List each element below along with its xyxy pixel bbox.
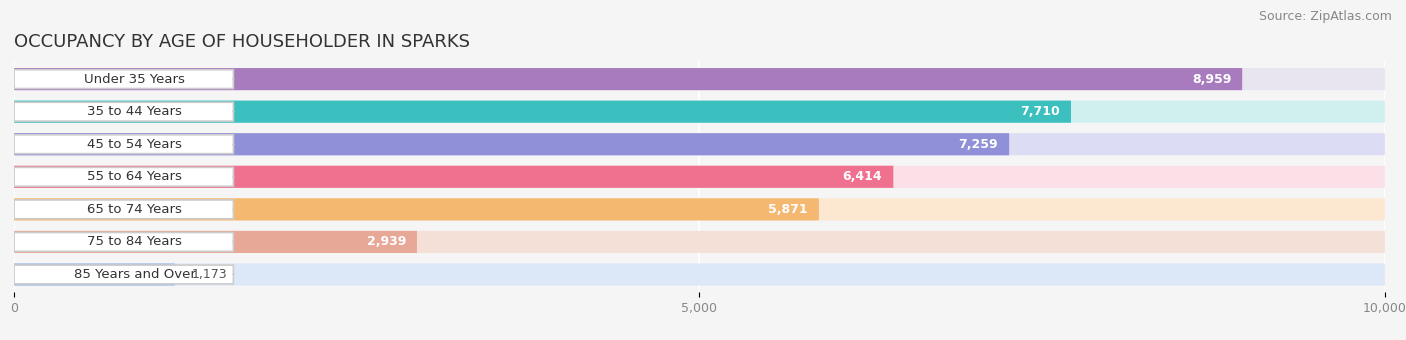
FancyBboxPatch shape (14, 264, 174, 286)
Text: 75 to 84 Years: 75 to 84 Years (87, 235, 183, 249)
Text: Under 35 Years: Under 35 Years (84, 73, 186, 86)
FancyBboxPatch shape (14, 101, 1385, 123)
Text: 5,871: 5,871 (768, 203, 808, 216)
Text: 8,959: 8,959 (1192, 73, 1232, 86)
Text: Source: ZipAtlas.com: Source: ZipAtlas.com (1258, 10, 1392, 23)
Text: 55 to 64 Years: 55 to 64 Years (87, 170, 183, 183)
FancyBboxPatch shape (14, 265, 233, 284)
Text: OCCUPANCY BY AGE OF HOUSEHOLDER IN SPARKS: OCCUPANCY BY AGE OF HOUSEHOLDER IN SPARK… (14, 33, 470, 51)
FancyBboxPatch shape (14, 133, 1385, 155)
Text: 6,414: 6,414 (842, 170, 883, 183)
Text: 1,173: 1,173 (191, 268, 226, 281)
FancyBboxPatch shape (14, 101, 1071, 123)
FancyBboxPatch shape (14, 200, 233, 219)
FancyBboxPatch shape (14, 167, 233, 186)
Text: 7,710: 7,710 (1021, 105, 1060, 118)
FancyBboxPatch shape (14, 264, 1385, 286)
FancyBboxPatch shape (14, 133, 1010, 155)
FancyBboxPatch shape (14, 135, 233, 154)
Text: 65 to 74 Years: 65 to 74 Years (87, 203, 183, 216)
FancyBboxPatch shape (14, 198, 1385, 220)
Text: 7,259: 7,259 (959, 138, 998, 151)
FancyBboxPatch shape (14, 68, 1243, 90)
Text: 2,939: 2,939 (367, 235, 406, 249)
FancyBboxPatch shape (14, 166, 1385, 188)
Text: 45 to 54 Years: 45 to 54 Years (87, 138, 183, 151)
FancyBboxPatch shape (14, 70, 233, 88)
FancyBboxPatch shape (14, 233, 233, 251)
FancyBboxPatch shape (14, 102, 233, 121)
FancyBboxPatch shape (14, 68, 1385, 90)
FancyBboxPatch shape (14, 198, 818, 220)
FancyBboxPatch shape (14, 231, 418, 253)
FancyBboxPatch shape (14, 166, 893, 188)
Text: 35 to 44 Years: 35 to 44 Years (87, 105, 183, 118)
Text: 85 Years and Over: 85 Years and Over (73, 268, 195, 281)
FancyBboxPatch shape (14, 231, 1385, 253)
